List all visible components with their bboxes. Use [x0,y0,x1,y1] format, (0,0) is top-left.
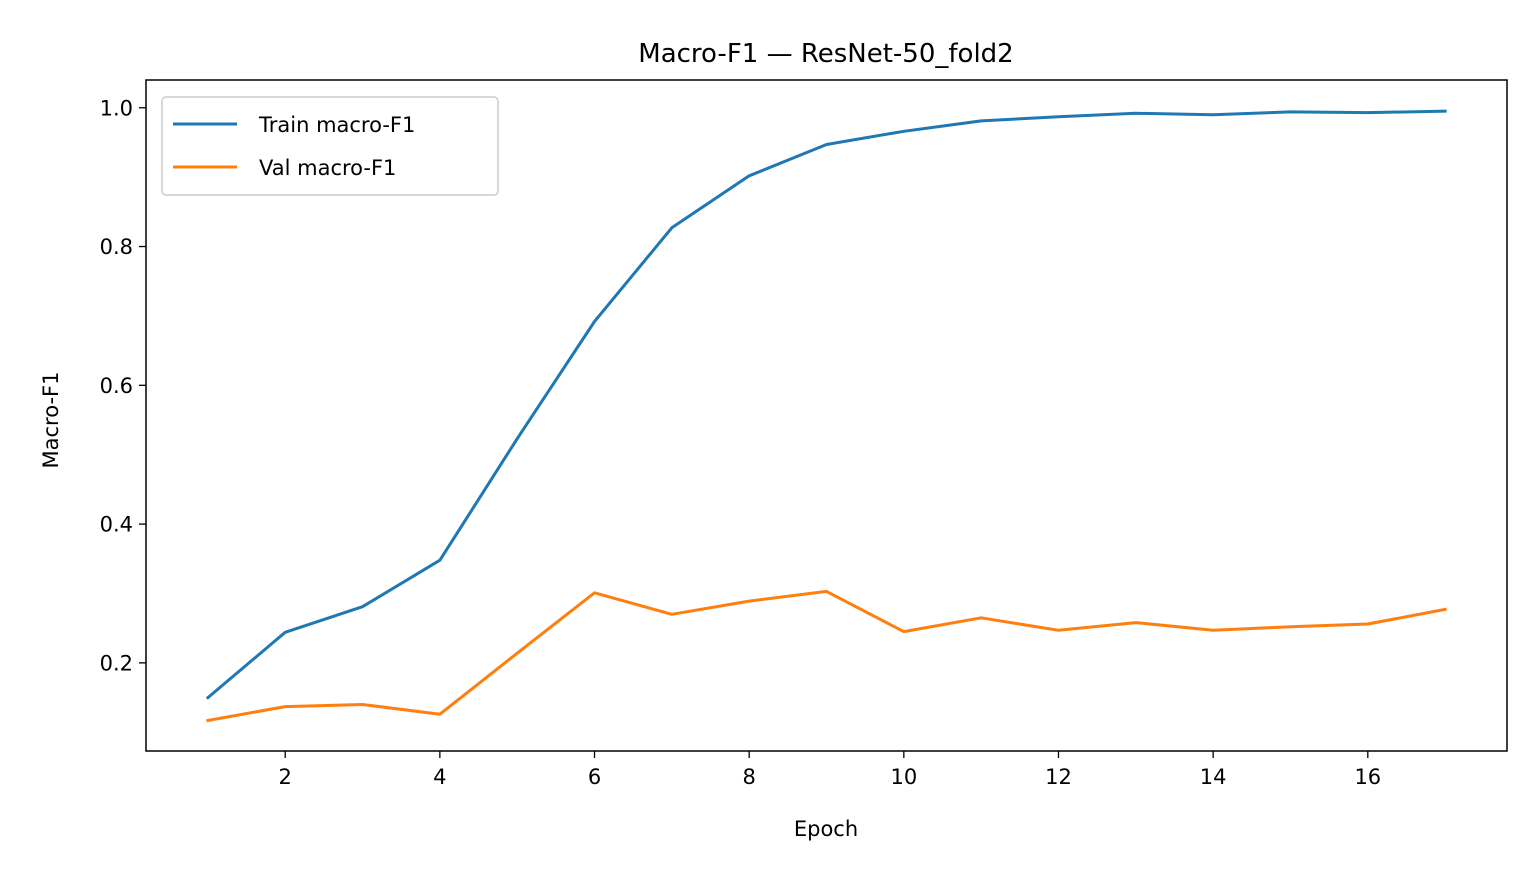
x-tick-label: 4 [433,765,446,789]
x-tick-label: 14 [1200,765,1227,789]
x-tick-label: 6 [588,765,601,789]
y-tick-label: 0.6 [100,374,133,398]
series-line-train [205,109,1447,700]
plot-area: 2 4 6 8 10 12 14 16 0.2 0.4 0.6 0.8 1.0 Train macro-F… [100,79,1508,789]
x-tick-label: 2 [279,765,292,789]
y-tick-label: 0.2 [100,651,133,675]
x-tick-label: 16 [1354,765,1381,789]
y-tick-label: 1.0 [100,96,133,120]
y-tick-label: 0.8 [100,235,133,259]
legend-label: Val macro-F1 [259,156,396,180]
axes-frame [145,79,1508,752]
chart-title: Macro-F1 — ResNet-50_fold2 [638,39,1013,69]
series-line-val [206,589,1447,723]
legend-box [161,96,499,196]
x-axis-label: Epoch [794,817,858,841]
legend-label: Train macro-F1 [258,113,415,137]
y-tick-label: 0.4 [100,513,133,537]
x-tick-label: 8 [742,765,755,789]
y-axis-label: Macro-F1 [39,372,63,469]
x-tick-label: 10 [890,765,917,789]
x-tick-label: 12 [1045,765,1072,789]
